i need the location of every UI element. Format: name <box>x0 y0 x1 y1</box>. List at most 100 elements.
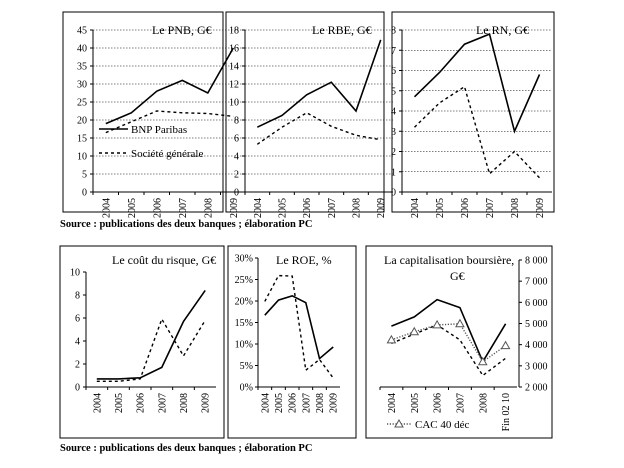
y-tick-label: 12 <box>229 80 239 91</box>
y-tick-label: 20% <box>235 297 253 308</box>
x-tick-label: 2009 <box>376 198 387 218</box>
y-tick-label: 18 <box>229 26 239 37</box>
y-tick-label: 4 <box>234 152 239 163</box>
x-tick-label: 2006 <box>302 198 313 218</box>
x-tick-label: 2006 <box>288 393 299 413</box>
y-tick-label: 10 <box>70 268 80 279</box>
y-tick-label: 3 <box>391 127 396 138</box>
x-tick-label: 2005 <box>410 393 421 413</box>
y-tick-label: 6 <box>391 66 396 77</box>
y2-tick-label: 7 000 <box>525 277 548 288</box>
x-tick-label: 2005 <box>278 198 289 218</box>
source-note-top: Source : publications des deux banques ;… <box>60 219 313 230</box>
series-line-2 <box>105 110 234 134</box>
chart-frame-1 <box>62 11 224 213</box>
chart-title: Le coût du risque, G€ <box>112 253 216 267</box>
y-tick-label: 25 <box>77 98 87 109</box>
y-tick-label: 0 <box>75 383 80 394</box>
chart-frame-3 <box>391 11 555 213</box>
x-tick-label: 2005 <box>274 393 285 413</box>
x-tick-label: 2006 <box>136 393 147 413</box>
x-tick-label: 2004 <box>92 393 103 413</box>
series-marker <box>386 334 397 344</box>
y-tick-label: 5% <box>240 361 253 372</box>
y2-tick-label: 3 000 <box>525 361 548 372</box>
y2-tick-label: 8 000 <box>525 256 548 267</box>
chart-frame-4 <box>59 245 225 439</box>
series-line-1 <box>105 47 234 125</box>
y-tick-label: 2 <box>75 360 80 371</box>
series-marker <box>455 318 465 328</box>
x-tick-label: 2004 <box>260 393 271 413</box>
y-tick-label: 16 <box>229 44 239 55</box>
y-tick-label: 1 <box>391 167 396 178</box>
y-tick-label: 6 <box>75 314 80 325</box>
x-tick-label: 2005 <box>127 198 138 218</box>
legend-label: Société générale <box>131 148 203 160</box>
series-line-1 <box>96 289 206 380</box>
chart-title: Le RN, G€ <box>476 23 529 37</box>
y-tick-label: 45 <box>77 26 87 37</box>
x-tick-label: 2005 <box>114 393 125 413</box>
y2-tick-label: 5 000 <box>525 319 548 330</box>
chart-frame-6 <box>365 245 553 439</box>
x-tick-label: 2004 <box>410 198 421 218</box>
y-tick-label: 15% <box>235 318 253 329</box>
legend-marker <box>394 418 404 428</box>
y2-tick-label: 6 000 <box>525 298 548 309</box>
y-tick-label: 20 <box>77 116 87 127</box>
y-tick-label: 0 <box>82 188 87 199</box>
y2-tick-label: 2 000 <box>525 383 548 394</box>
series-line-2 <box>414 85 541 179</box>
x-tick-label: 2009 <box>329 393 340 413</box>
x-tick-label: 2007 <box>178 198 189 218</box>
y2-tick-label: 4 000 <box>525 340 548 351</box>
x-tick-label: 2008 <box>179 393 190 413</box>
y-tick-label: 0 <box>234 188 239 199</box>
chart-frame-2 <box>225 11 385 213</box>
x-tick-label: 2007 <box>485 198 496 218</box>
series-line-3 <box>391 323 507 363</box>
y-tick-label: 7 <box>391 46 396 57</box>
x-tick-label: 2004 <box>253 198 264 218</box>
series-line-2 <box>96 317 206 382</box>
y-tick-label: 30 <box>77 80 87 91</box>
y-tick-label: 5 <box>391 86 396 97</box>
x-tick-label: 2009 <box>201 393 212 413</box>
y-tick-label: 6 <box>234 134 239 145</box>
y-tick-label: 10 <box>229 98 239 109</box>
y-tick-label: 14 <box>229 62 239 73</box>
y-tick-label: 2 <box>234 170 239 181</box>
series-line-1 <box>391 298 507 364</box>
x-tick-label: 2007 <box>157 393 168 413</box>
x-tick-label: 2006 <box>152 198 163 218</box>
series-line-1 <box>256 39 382 128</box>
y-tick-label: 25% <box>235 275 253 286</box>
x-tick-label: 2008 <box>478 393 489 413</box>
chart-title: La capitalisation boursière, <box>384 253 514 267</box>
x-tick-label: 2006 <box>433 393 444 413</box>
y-tick-label: 4 <box>75 337 80 348</box>
y-tick-label: 8 <box>234 116 239 127</box>
series-line-2 <box>264 274 334 379</box>
y-tick-label: 10 <box>77 152 87 163</box>
series-marker <box>477 356 488 366</box>
x-tick-label: 2006 <box>460 198 471 218</box>
source-note-bottom: Source : publications des deux banques ;… <box>60 443 313 454</box>
y-tick-label: 35 <box>77 62 87 73</box>
chart-title-unit: G€ <box>450 269 465 283</box>
series-marker <box>409 326 420 336</box>
chart-title: Le PNB, G€ <box>152 23 212 37</box>
x-tick-label: 2005 <box>435 198 446 218</box>
y-tick-label: 10% <box>235 340 253 351</box>
y-tick-label: 4 <box>391 107 396 118</box>
x-tick-label: 2008 <box>203 198 214 218</box>
series-marker <box>432 319 442 329</box>
chart-title: Le ROE, % <box>276 253 332 267</box>
series-line-2 <box>256 111 381 145</box>
x-tick-label: 2008 <box>510 198 521 218</box>
y-tick-label: 8 <box>391 26 396 37</box>
chart-title: Le RBE, G€ <box>312 23 372 37</box>
x-tick-label: 2004 <box>387 393 398 413</box>
